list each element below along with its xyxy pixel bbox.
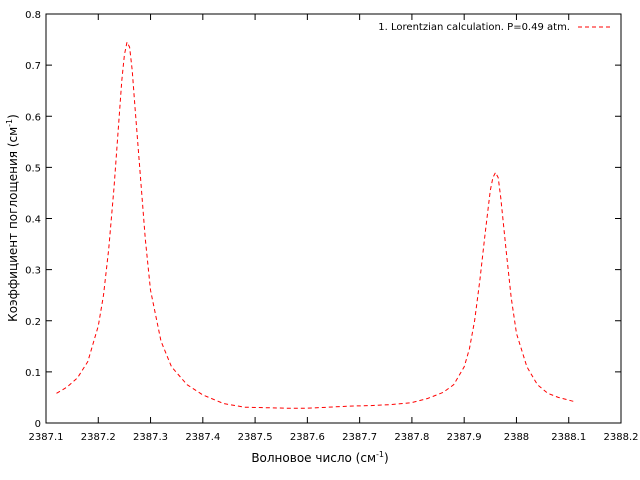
x-tick-label: 2387.9 xyxy=(447,432,482,443)
x-tick-label: 2388 xyxy=(504,432,529,443)
x-tick-label: 2387.6 xyxy=(290,432,325,443)
x-axis-ticks: 2387.1 2387.2 2387.3 2387.4 2387.5 2387.6 2387… xyxy=(29,14,639,443)
y-tick-label: 0 xyxy=(35,419,41,430)
y-tick-label: 0.1 xyxy=(25,368,41,379)
y-tick-label: 0.4 xyxy=(25,215,41,226)
x-tick-label: 2387.4 xyxy=(185,432,220,443)
legend: 1. Lorentzian calculation. P=0.49 atm. xyxy=(378,22,610,33)
y-axis-title-end: ) xyxy=(6,114,20,119)
x-tick-label: 2388.2 xyxy=(604,432,639,443)
x-axis-title-main: Волновое число (см xyxy=(251,451,376,465)
y-tick-label: 0.8 xyxy=(25,10,41,21)
x-axis-title: Волновое число (см-1) xyxy=(251,450,388,465)
y-tick-label: 0.6 xyxy=(25,112,41,123)
x-tick-label: 2387.7 xyxy=(342,432,377,443)
y-tick-label: 0.2 xyxy=(25,317,41,328)
y-axis-title-sup: -1 xyxy=(5,119,14,127)
y-axis-title-main: Коэффициент поглощения (см xyxy=(6,127,20,322)
y-tick-label: 0.7 xyxy=(25,61,41,72)
y-tick-label: 0.3 xyxy=(25,266,41,277)
x-tick-label: 2387.2 xyxy=(81,432,116,443)
x-axis-title-sup: -1 xyxy=(376,450,384,459)
x-tick-label: 2387.5 xyxy=(238,432,273,443)
legend-label: 1. Lorentzian calculation. P=0.49 atm. xyxy=(378,22,570,33)
x-tick-label: 2387.8 xyxy=(394,432,429,443)
y-axis-title: Коэффициент поглощения (см-1) xyxy=(5,114,20,322)
x-tick-label: 2387.1 xyxy=(29,432,64,443)
x-tick-label: 2388.1 xyxy=(551,432,586,443)
y-axis-ticks: 0 0.1 0.2 0.3 0.4 0.5 0.6 0.7 0.8 xyxy=(25,10,621,430)
y-tick-label: 0.5 xyxy=(25,163,41,174)
x-tick-label: 2387.3 xyxy=(133,432,168,443)
series-line-1 xyxy=(56,40,575,409)
x-axis-title-end: ) xyxy=(384,451,389,465)
series-layer xyxy=(56,40,575,409)
